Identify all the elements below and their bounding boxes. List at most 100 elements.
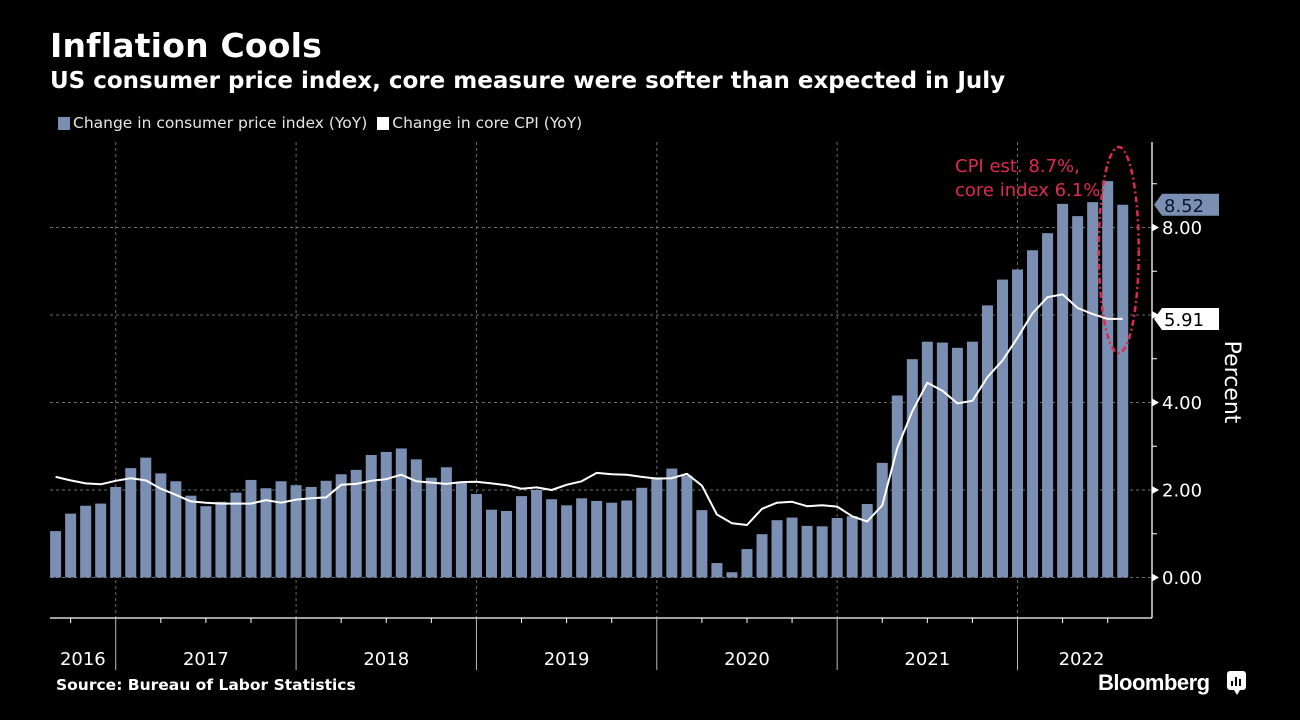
x-tick-label: 2020 [724, 649, 770, 670]
cpi-bar [170, 481, 182, 578]
cpi-bar [831, 518, 843, 578]
cpi-bar [576, 498, 588, 578]
cpi-bar [801, 525, 813, 578]
cpi-bar [410, 459, 422, 578]
cpi-bar [215, 501, 227, 578]
cpi-bar [110, 486, 122, 578]
cpi-bar [380, 451, 392, 578]
chart-title: Inflation Cools [50, 26, 322, 65]
legend-label-core: Change in core CPI (YoY) [392, 114, 583, 132]
cpi-bar [425, 477, 437, 578]
y-major-tick [1152, 398, 1159, 407]
legend-label-cpi: Change in consumer price index (YoY) [73, 114, 368, 132]
x-tick-label: 2018 [363, 649, 409, 670]
cpi-bar [546, 499, 558, 578]
bloomberg-logo: Bloomberg [1098, 670, 1210, 695]
cpi-bar [1027, 250, 1039, 578]
y-major-tick [1152, 223, 1159, 232]
cpi-bar [621, 500, 633, 578]
cpi-bar [80, 505, 92, 578]
cpi-bar [365, 455, 377, 578]
cpi-bar [320, 480, 332, 578]
cpi-bar [65, 513, 77, 578]
cpi-bar [260, 488, 272, 578]
cpi-bar [1057, 203, 1069, 578]
cpi-bar [1117, 204, 1129, 578]
cpi-last-value-label: 8.52 [1164, 196, 1204, 217]
annotation-text: core index 6.1% [955, 180, 1100, 201]
cpi-bar [966, 341, 978, 578]
x-tick-label: 2016 [60, 649, 106, 670]
y-tick-label: 0.00 [1162, 568, 1202, 589]
x-tick-label: 2019 [544, 649, 590, 670]
cpi-bar [275, 481, 287, 578]
highlight-ellipse [1097, 145, 1140, 355]
annotation: CPI est. 8.7%, core index 6.1% [955, 145, 1140, 355]
cpi-bar [516, 496, 528, 578]
cpi-bar [125, 468, 137, 578]
cpi-bar [771, 520, 783, 578]
cpi-bar [1102, 181, 1114, 578]
core-last-value-badge [1154, 307, 1219, 330]
cpi-bar [711, 563, 723, 578]
x-tick-label: 2021 [904, 649, 950, 670]
cpi-bar [996, 279, 1008, 578]
bloomberg-chart-icon [1227, 671, 1246, 695]
cpi-bar [440, 467, 452, 578]
y-major-tick [1152, 486, 1159, 494]
legend-item-cpi: Change in consumer price index (YoY) [58, 114, 367, 132]
axes [50, 142, 1159, 670]
cpi-bar [335, 474, 347, 578]
cpi-bar [651, 477, 663, 578]
x-tick-label: 2017 [183, 649, 229, 670]
source-note: Source: Bureau of Labor Statistics [56, 676, 356, 694]
legend: Change in consumer price index (YoY) Cha… [58, 114, 582, 132]
cpi-bar [921, 341, 933, 578]
cpi-bar [290, 485, 302, 578]
cpi-bar [230, 492, 242, 578]
cpi-bar [501, 511, 512, 578]
cpi-bar [350, 469, 362, 578]
cpi-bar [696, 510, 708, 578]
y-tick-label: 2.00 [1162, 481, 1202, 502]
cpi-bar [951, 347, 963, 578]
y-tick-labels: 0.00 2.00 4.00 8.00 [1162, 218, 1202, 589]
y-major-tick [1152, 573, 1159, 582]
cpi-bar [846, 516, 858, 578]
y-tick-label: 8.00 [1162, 218, 1202, 239]
cpi-bar [591, 500, 603, 578]
cpi-bar [1072, 216, 1084, 578]
cpi-bar [455, 482, 467, 578]
cpi-bar [395, 448, 407, 578]
core-cpi-line-path [55, 293, 1123, 526]
cpi-bar [906, 359, 918, 578]
cpi-bar [155, 473, 167, 578]
cpi-bar [726, 572, 738, 578]
core-cpi-line [55, 293, 1123, 526]
cpi-bar [741, 549, 753, 578]
cpi-bar [200, 506, 212, 578]
cpi-bar [681, 475, 693, 578]
annotation-text: CPI est. 8.7%, [955, 156, 1080, 177]
cpi-bar [1042, 233, 1054, 578]
cpi-bar [531, 490, 543, 578]
y-major-tick [1152, 311, 1159, 319]
cpi-bar [50, 531, 62, 578]
cpi-bar [470, 493, 482, 578]
cpi-bar [636, 487, 648, 578]
cpi-bar [95, 503, 107, 578]
core-last-value-label: 5.91 [1164, 310, 1204, 331]
cpi-bar [606, 502, 618, 578]
chart-subtitle: US consumer price index, core measure we… [50, 68, 1006, 94]
cpi-bar [786, 517, 798, 578]
legend-swatch-cpi [58, 116, 70, 130]
cpi-bar [756, 534, 768, 578]
x-tick-labels: 2016 2017 2018 2019 2020 2021 2022 [60, 649, 1104, 670]
cpi-bar [305, 486, 317, 578]
cpi-bar [861, 504, 873, 578]
cpi-last-value-badge [1154, 193, 1219, 216]
cpi-bar [185, 495, 197, 578]
x-tick-label: 2022 [1059, 649, 1105, 670]
cpi-bar [816, 526, 828, 578]
